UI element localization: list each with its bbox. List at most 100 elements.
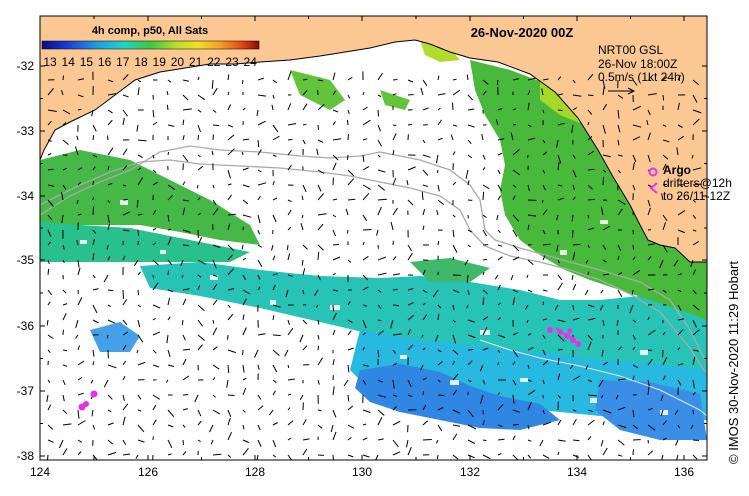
current-vector: [571, 274, 574, 280]
current-vector: [167, 439, 173, 449]
current-vector: [556, 244, 559, 252]
current-vector: [122, 319, 128, 326]
current-vector: [587, 150, 595, 156]
current-vector: [632, 256, 636, 261]
current-vector: [197, 76, 200, 81]
current-vector: [61, 214, 64, 224]
current-vector: [482, 79, 489, 85]
current-vector: [167, 316, 171, 321]
current-vector: [556, 139, 559, 148]
current-vector: [362, 379, 367, 385]
current-vector: [587, 94, 594, 97]
current-vector: [212, 346, 218, 351]
current-vector: [122, 165, 128, 171]
current-vector: [92, 135, 95, 141]
current-vector: [287, 364, 290, 369]
current-vector: [302, 78, 308, 81]
current-vector: [617, 271, 623, 276]
current-vector: [137, 167, 142, 171]
current-vector: [47, 229, 52, 237]
current-vector: [392, 207, 399, 216]
current-vector: [437, 184, 440, 192]
current-vector: [542, 301, 545, 306]
current-vector: [497, 317, 501, 321]
current-vector: [137, 177, 143, 186]
current-vector: [317, 334, 320, 340]
current-vector: [527, 214, 537, 217]
current-vector: [332, 162, 337, 171]
current-vector: [600, 206, 604, 216]
current-vector: [152, 109, 155, 118]
current-vector: [92, 253, 95, 261]
current-vector: [313, 289, 319, 297]
current-vector: [272, 315, 275, 321]
current-vector: [47, 289, 52, 296]
current-vector: [422, 347, 426, 351]
current-vector: [77, 267, 81, 276]
current-vector: [332, 431, 337, 441]
current-vector: [62, 394, 65, 402]
colorbar-tick-label: 14: [62, 55, 76, 69]
drifters-line-1: drifters@12h: [663, 176, 732, 190]
current-vector: [347, 405, 354, 411]
current-vector: [572, 94, 582, 97]
colorbar-tick-label: 23: [225, 55, 239, 69]
current-vector: [135, 454, 139, 459]
current-vector: [107, 364, 117, 369]
current-vector: [332, 72, 336, 81]
current-vector: [676, 147, 679, 156]
current-vector: [452, 373, 459, 381]
current-vector: [212, 244, 221, 248]
current-vector: [301, 214, 304, 219]
current-vector: [557, 319, 566, 323]
current-vector: [137, 271, 141, 276]
current-vector: [512, 169, 521, 176]
current-vector: [662, 154, 669, 160]
current-vector: [302, 448, 308, 456]
current-vector: [647, 132, 651, 141]
current-vector: [662, 331, 666, 336]
current-vector: [61, 89, 64, 96]
product-line-3: 0.5m/s (1kt 24h): [598, 70, 685, 84]
current-vector: [647, 386, 650, 396]
current-vector: [452, 181, 457, 186]
current-vector: [587, 409, 594, 413]
bathy-contour-1: [40, 145, 706, 361]
current-vector: [62, 423, 72, 426]
current-vector: [406, 179, 409, 186]
current-vector: [136, 124, 139, 132]
current-vector: [632, 136, 641, 141]
current-vector: [136, 199, 139, 208]
current-vector: [257, 364, 260, 370]
plot-frame: [39, 15, 708, 461]
current-vector: [452, 361, 455, 366]
current-vector: [257, 244, 262, 248]
current-vector: [692, 183, 702, 186]
current-vector: [437, 137, 443, 141]
current-vector: [256, 454, 259, 460]
current-vector: [557, 259, 560, 264]
current-vector: [257, 333, 266, 336]
current-vector: [569, 364, 574, 370]
argo-marker-icon: [648, 167, 658, 177]
current-vector: [197, 439, 201, 443]
current-vector: [152, 394, 160, 400]
current-vector: [602, 447, 608, 456]
current-vector: [137, 240, 139, 246]
current-vector: [647, 199, 651, 207]
current-vector: [92, 154, 98, 158]
current-vector: [76, 199, 79, 205]
current-vector: [512, 297, 516, 306]
current-vector: [107, 439, 114, 445]
current-vector: [92, 288, 99, 291]
current-vector: [92, 274, 96, 279]
colorbar-tick-label: 20: [171, 55, 185, 69]
current-vector: [482, 271, 485, 276]
current-vector: [332, 121, 337, 126]
current-vector: [152, 242, 156, 246]
current-vector: [302, 419, 307, 426]
current-vector: [227, 148, 235, 156]
current-vector: [497, 184, 503, 192]
current-vector: [647, 243, 655, 246]
current-vector: [272, 255, 276, 261]
